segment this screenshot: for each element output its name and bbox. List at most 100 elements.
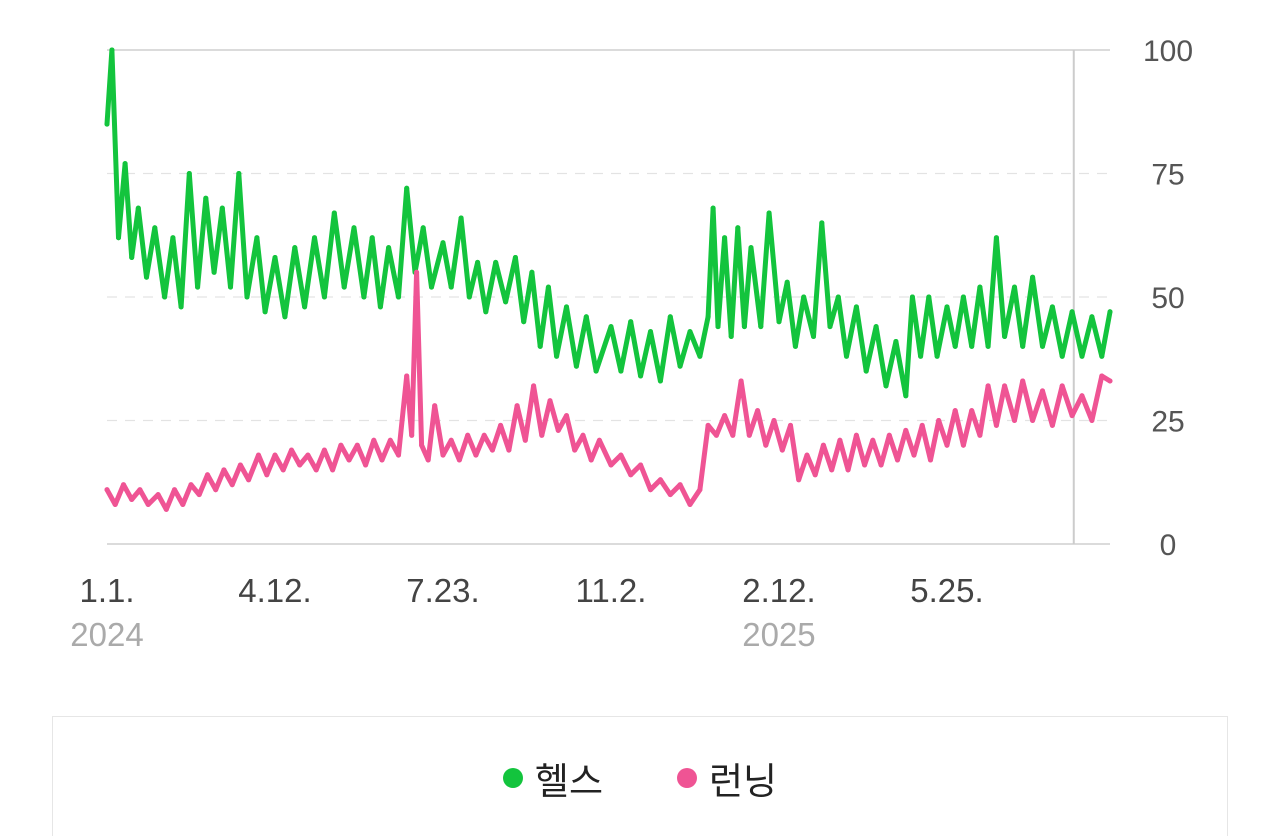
series-2-point [498,422,504,428]
series-1-point [483,309,489,315]
series-1-point [801,294,807,300]
series-1-point [312,235,317,241]
series-2-point [163,506,169,512]
series-2-point [237,462,243,468]
series-2-point [330,467,336,473]
series-2-point [205,472,210,478]
series-1-point [715,324,721,330]
series-1-point [404,185,410,191]
y-tick-label: 50 [1151,282,1184,315]
y-tick-label: 0 [1160,529,1177,562]
series-2-point [196,492,202,498]
series-2-point [697,487,703,493]
series-2-point [112,502,118,507]
x-tick-label: 11.2. [575,572,646,609]
x-tick-label: 7.23. [406,572,479,609]
series-2-point [903,427,909,433]
legend-item-series-2[interactable]: 런닝 [677,751,777,805]
series-1-point [618,368,624,374]
series-1-point [677,363,683,369]
series-1-point [458,215,464,221]
legend-item-series-1[interactable]: 헬스 [502,751,603,805]
series-2-point [104,487,110,493]
series-1-point [926,294,932,300]
series-1-point [377,304,383,310]
series-2-point [572,447,578,453]
y-tick-label: 25 [1151,406,1184,439]
series-1-point [657,378,663,384]
series-2-point [796,477,802,483]
series-2-point [1049,422,1055,428]
series-2-point [481,432,487,438]
series-1-point [883,383,889,389]
series-2-point [936,418,942,423]
series-2-point [722,413,728,419]
series-1-point [758,324,764,330]
series-1-point [873,324,879,330]
series-1-point [573,363,579,369]
series-2-point [1099,373,1105,379]
series-2-point [305,452,311,458]
series-2-point [321,447,327,453]
series-1-point [493,259,499,265]
series-2-point [878,462,884,468]
series-2-point [256,452,261,458]
series-1-point [722,235,728,241]
series-1-point [475,259,481,265]
series-2-point [354,442,360,448]
series-2-point [1040,388,1045,394]
series-1-point [1040,343,1045,349]
series-1-point [292,245,298,251]
series-1-point [203,195,209,201]
series-1-point [529,269,535,275]
series-2-point [993,422,999,428]
series-2-point [628,472,634,478]
series-1-point [1069,309,1075,315]
series-2-point [297,462,303,468]
series-1-point [687,329,693,335]
series-2-point [425,457,431,463]
series-2-point [221,467,227,473]
series-2-dot-icon [677,768,697,788]
series-2-point [396,452,401,458]
series-2-point [387,437,393,443]
series-1-point [1020,343,1026,349]
series-1-point [648,329,653,335]
series-1-point [244,294,250,300]
series-2-point [638,462,644,468]
series-2-point [338,442,344,448]
series-1-point [302,304,308,310]
series-1-point [219,205,225,211]
series-2-point [820,442,826,448]
legend: 헬스 런닝 [53,751,1227,805]
series-2-point [845,467,851,473]
series-1-point [254,235,260,241]
series-1-point [811,334,816,339]
x-tick-label: 5.25. [910,572,983,609]
x-tick-year-label: 2025 [742,616,815,653]
series-2-point [448,437,454,443]
series-2-point [346,457,352,463]
series-1-point [735,225,741,231]
series-1-point [262,309,268,315]
series-2-point [404,373,410,379]
series-1-point [1002,334,1008,339]
series-2-point [837,437,843,443]
series-2-point [522,437,528,443]
series-1-point [545,284,551,290]
series-1-point [116,235,121,241]
series-2-point [977,432,983,438]
series-2-point [246,477,252,483]
series-2-point [1030,418,1036,423]
series-2-point [264,472,270,478]
series-1-point [537,343,543,349]
series-1-point [863,368,869,374]
series-1-point [272,255,278,260]
series-1-point [969,343,975,349]
series-1-point [429,284,434,290]
series-1-point [341,284,347,290]
series-1-point [608,324,614,330]
series-2-point [1069,413,1075,419]
series-2-point [928,457,933,463]
series-1-point [1099,353,1105,359]
